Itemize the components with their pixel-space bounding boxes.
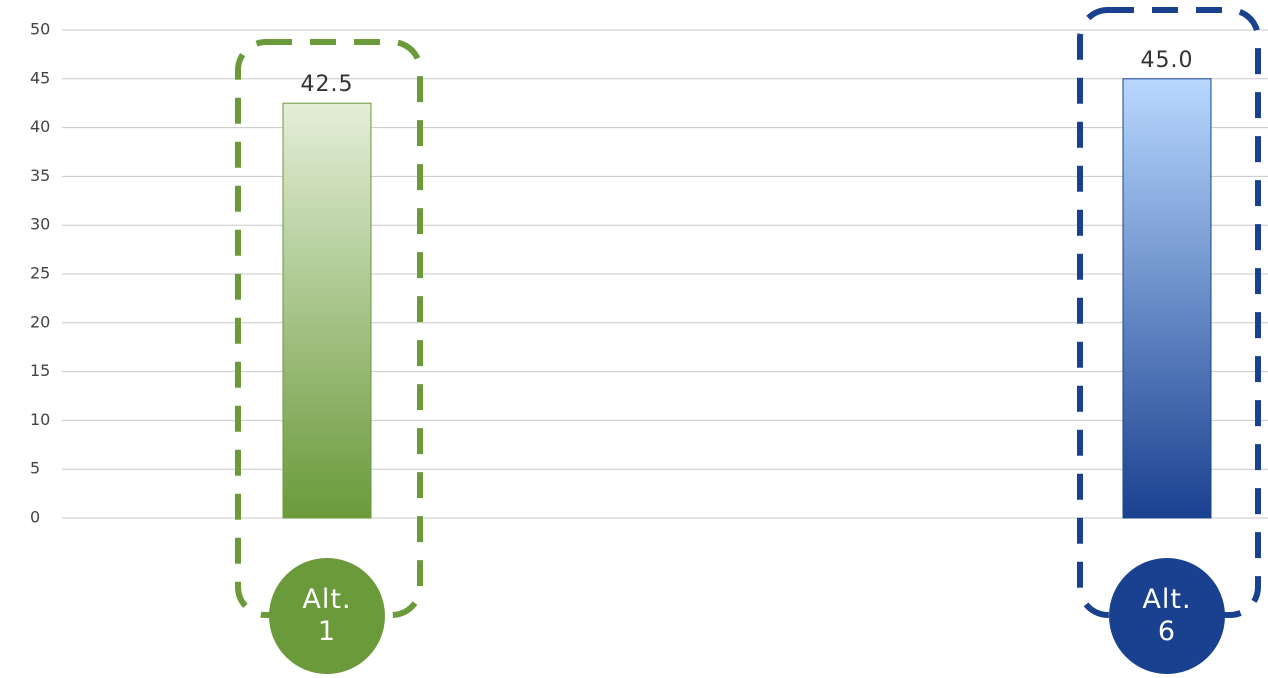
y-tick-label: 15	[30, 361, 50, 380]
y-tick-label: 50	[30, 20, 50, 39]
y-tick-label: 10	[30, 410, 50, 429]
y-tick-label: 5	[30, 459, 40, 478]
y-tick-label: 40	[30, 117, 50, 136]
category-label: Alt. 6	[1109, 558, 1225, 674]
y-tick-label: 45	[30, 68, 50, 87]
y-tick-label: 35	[30, 166, 50, 185]
y-tick-label: 30	[30, 215, 50, 234]
y-tick-label: 20	[30, 312, 50, 331]
bar	[282, 102, 372, 519]
highlight-box	[1077, 7, 1261, 618]
bar	[1122, 78, 1212, 519]
y-tick-label: 0	[30, 508, 40, 527]
data-label: 45.0	[1141, 48, 1194, 73]
y-tick-label: 25	[30, 264, 50, 283]
category-label: Alt. 1	[269, 558, 385, 674]
data-label: 42.5	[301, 72, 354, 97]
